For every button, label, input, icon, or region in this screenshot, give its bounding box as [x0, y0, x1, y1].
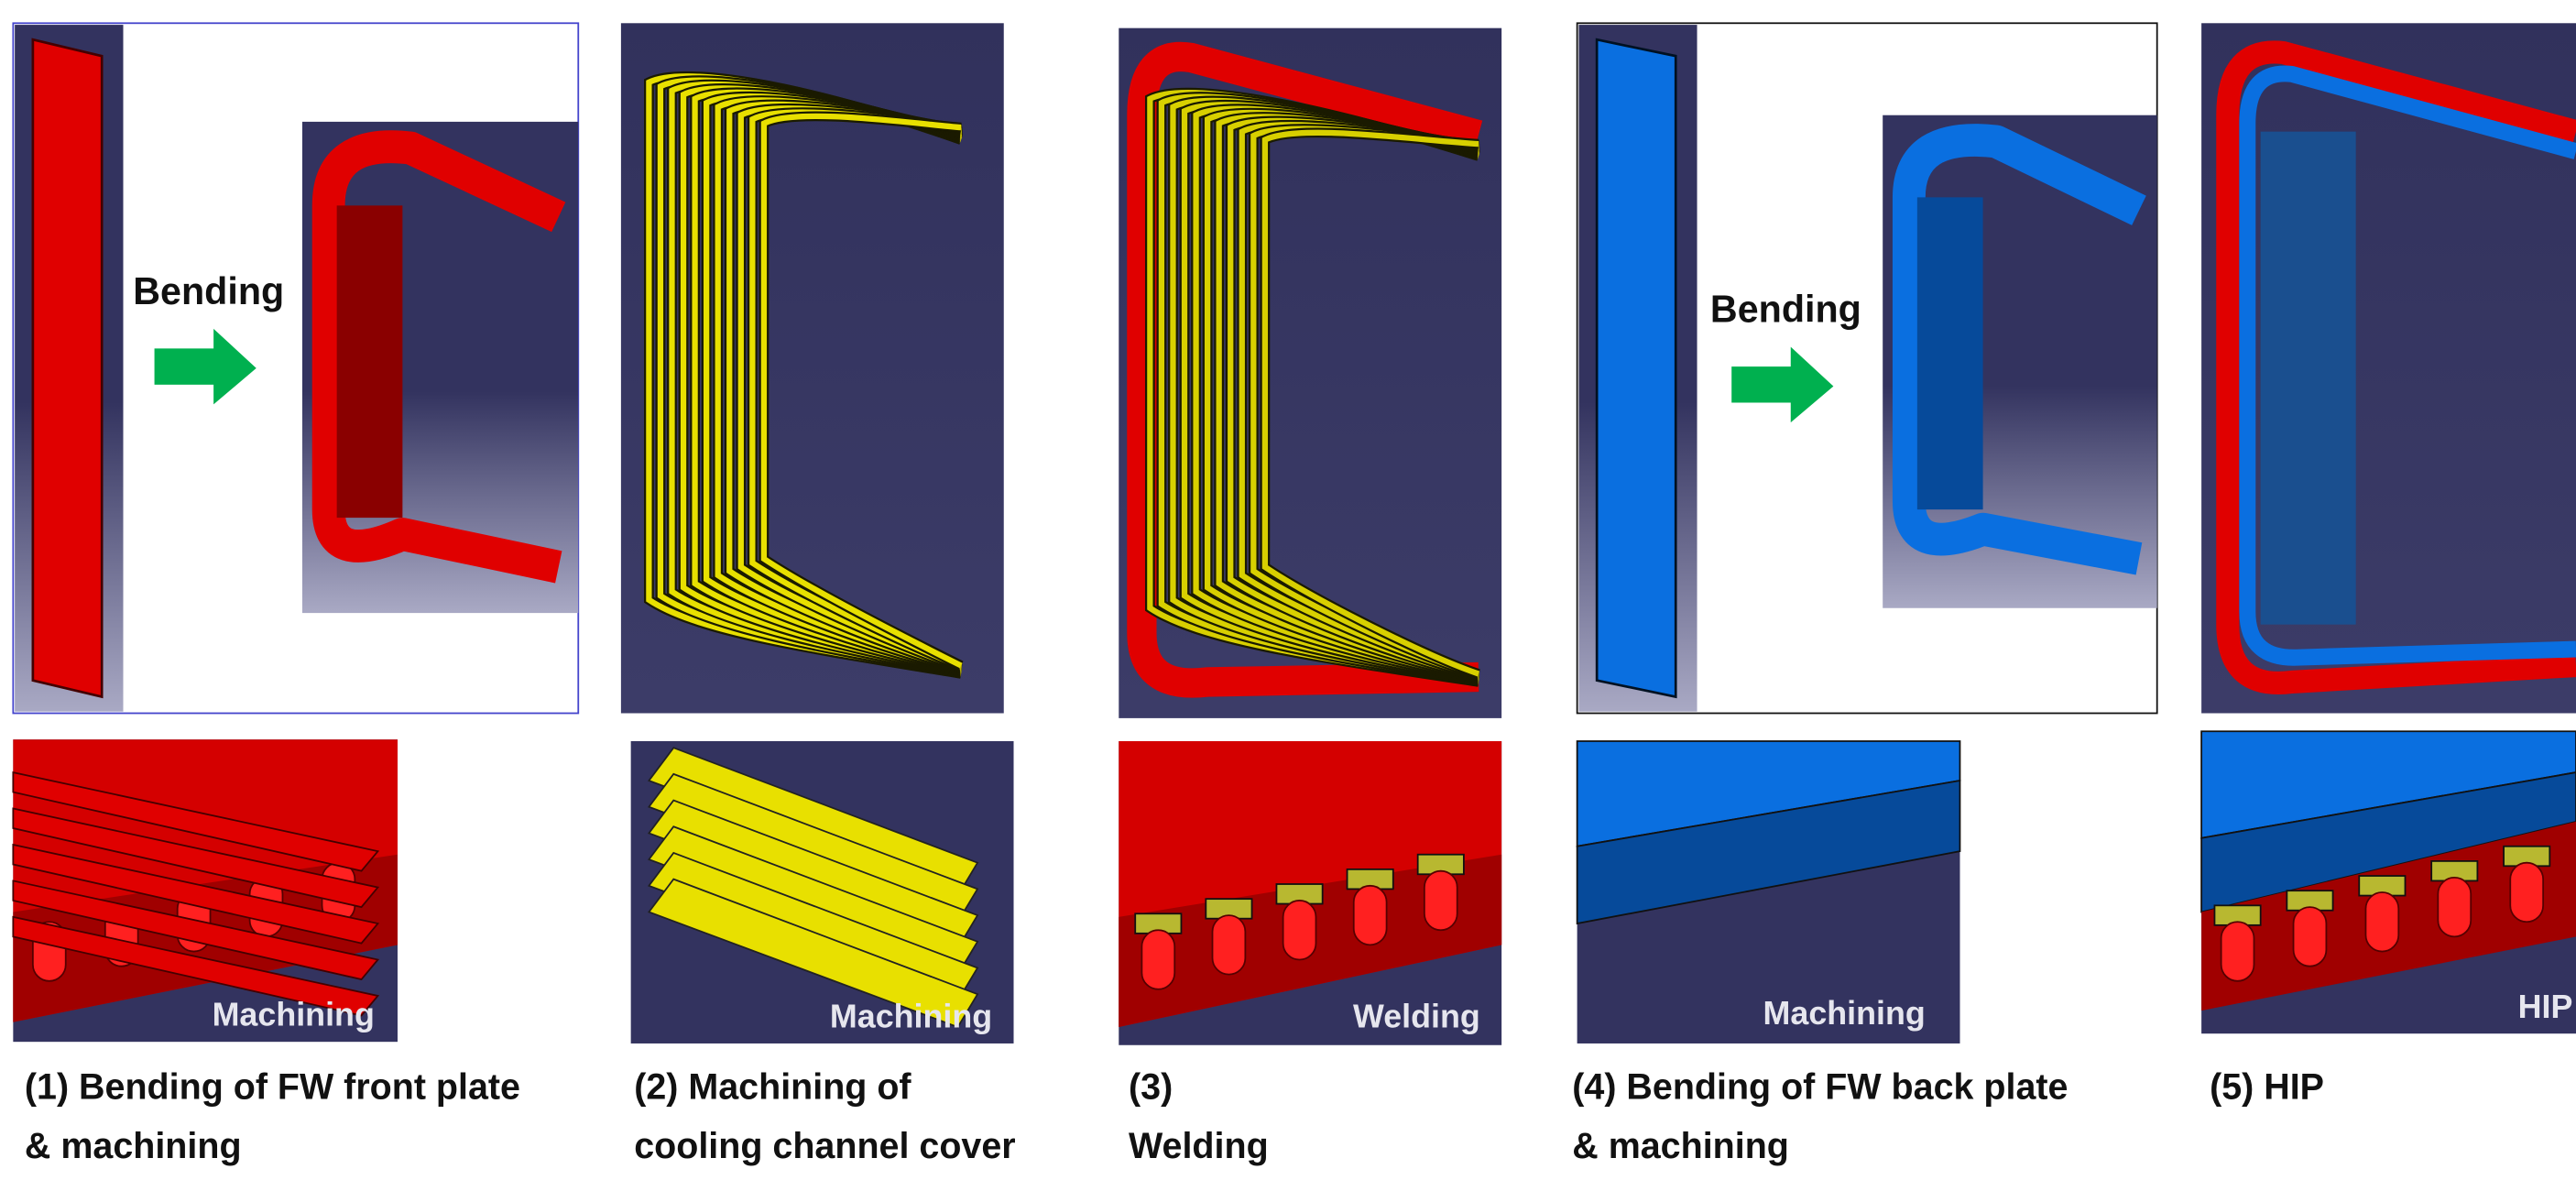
- c-inner: [2261, 132, 2356, 625]
- illustrations: [13, 23, 2576, 1044]
- caption-line: Welding: [1129, 1126, 1269, 1166]
- groove: [2221, 922, 2254, 981]
- plate: [33, 39, 102, 696]
- groove: [1213, 915, 1246, 975]
- process-tag: Machining: [830, 999, 992, 1035]
- process-tag: Machining: [1763, 995, 1926, 1032]
- groove: [2438, 878, 2471, 937]
- c-inner: [337, 205, 403, 518]
- process-tag: Machining: [213, 997, 375, 1033]
- caption-line: cooling channel cover: [634, 1126, 1015, 1166]
- caption-line: (4) Bending of FW back plate: [1572, 1067, 2068, 1108]
- page: {"steps": [ {"caption": ["(1) Bending of…: [0, 0, 2576, 1180]
- step-label: Bending: [1710, 289, 1861, 331]
- caption-line: & machining: [25, 1126, 242, 1166]
- groove: [1424, 871, 1457, 931]
- caption-line: (5) HIP: [2210, 1067, 2324, 1108]
- groove: [2365, 892, 2398, 952]
- caption-line: & machining: [1572, 1126, 1789, 1166]
- plate: [1597, 39, 1675, 696]
- caption-line: (3): [1129, 1067, 1173, 1108]
- caption-line: (2) Machining of: [634, 1067, 911, 1108]
- groove: [2510, 863, 2543, 923]
- groove: [2294, 907, 2327, 967]
- caption-line: (1) Bending of FW front plate: [25, 1067, 520, 1108]
- step-label: Bending: [133, 270, 284, 312]
- process-tag: Welding: [1353, 999, 1480, 1035]
- groove: [1283, 901, 1316, 960]
- figure: Bending Machining (1) Bending of FW front …: [0, 0, 2576, 1180]
- groove: [1141, 930, 1174, 989]
- groove: [1354, 886, 1387, 945]
- process-tag: HIP: [2518, 989, 2573, 1025]
- c-inner: [1917, 197, 1983, 509]
